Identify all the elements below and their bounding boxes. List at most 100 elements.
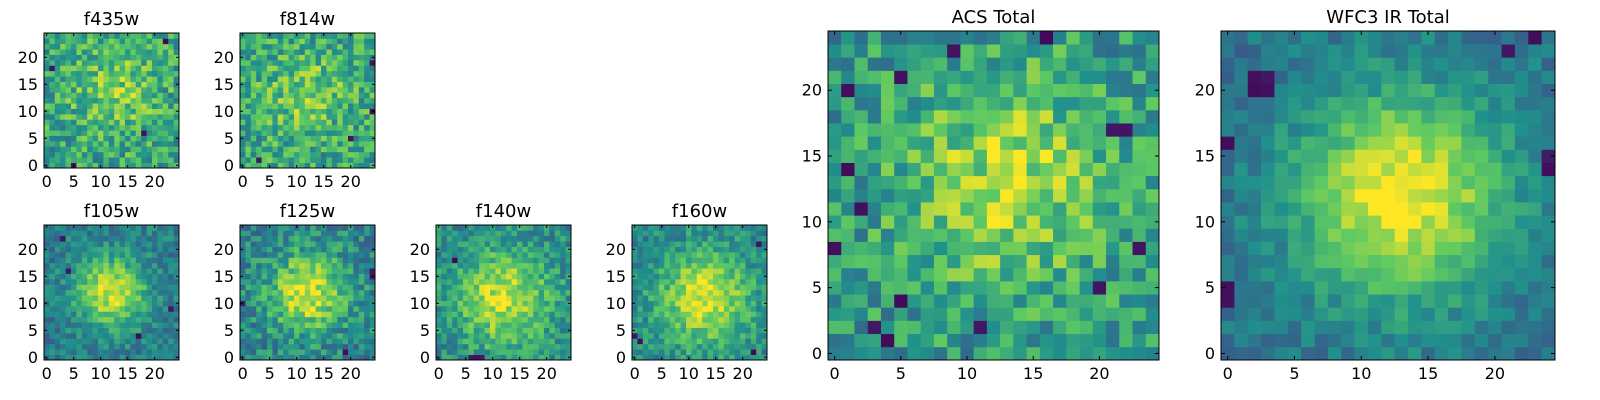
heatmap-cell	[1354, 188, 1369, 203]
heatmap-cell	[463, 322, 469, 328]
heatmap-cell	[103, 306, 110, 312]
heatmap-cell	[1221, 281, 1235, 295]
heatmap-cell	[894, 281, 908, 295]
heatmap-cell	[348, 108, 354, 115]
heatmap-cell	[642, 262, 649, 269]
heatmap-cell	[256, 246, 262, 253]
heatmap-cell	[299, 273, 306, 280]
heatmap-cell	[125, 284, 131, 291]
heatmap-cell	[680, 262, 687, 269]
heatmap-cell	[1053, 83, 1067, 98]
heatmap-cell	[544, 257, 550, 264]
heatmap-cell	[125, 257, 131, 264]
heatmap-cell	[267, 87, 273, 93]
heatmap-cell	[315, 119, 322, 126]
heatmap-cell	[141, 235, 147, 242]
heatmap-cell	[81, 162, 88, 169]
heatmap-cell	[321, 349, 327, 355]
heatmap-cell	[490, 306, 496, 312]
heatmap-cell	[1541, 346, 1556, 361]
heatmap-cell	[54, 65, 61, 72]
heatmap-cell	[756, 306, 762, 312]
heatmap-cell	[87, 343, 93, 350]
heatmap-cell	[146, 333, 153, 339]
heatmap-cell	[146, 108, 153, 115]
heatmap-cell	[114, 279, 120, 285]
heatmap-cell	[103, 333, 110, 339]
heatmap-cell	[240, 343, 246, 350]
heatmap-cell	[506, 289, 512, 296]
heatmap-cell	[446, 327, 453, 334]
heatmap-cell	[277, 60, 284, 66]
heatmap-cell	[81, 349, 88, 355]
heatmap-cell	[880, 96, 895, 111]
heatmap-cell	[272, 322, 279, 328]
heatmap-cell	[436, 338, 442, 345]
heatmap-cell	[468, 349, 475, 355]
heatmap-cell	[125, 295, 131, 301]
heatmap-cell	[1234, 188, 1249, 203]
heatmap-cell	[135, 70, 142, 77]
heatmap-cell	[49, 338, 56, 345]
heatmap-cell	[98, 97, 104, 104]
heatmap-cell	[1221, 162, 1235, 177]
heatmap-cell	[321, 65, 327, 72]
heatmap-cell	[1461, 215, 1476, 229]
heatmap-cell	[342, 54, 349, 61]
heatmap-cell	[348, 81, 354, 88]
heatmap-cell	[152, 279, 158, 285]
heatmap-cell	[152, 311, 158, 318]
heatmap-cell	[1000, 346, 1014, 361]
heatmap-cell	[544, 284, 550, 291]
heatmap-cell	[973, 228, 988, 242]
heatmap-cell	[337, 43, 343, 50]
heatmap-cell	[294, 316, 300, 323]
heatmap-cell	[353, 306, 360, 312]
heatmap-cell	[1461, 267, 1476, 282]
heatmap-cell	[1039, 294, 1054, 308]
heatmap-cell	[125, 146, 131, 153]
heatmap-cell	[315, 33, 322, 39]
heatmap-cell	[1367, 281, 1382, 295]
heatmap-cell	[745, 257, 752, 264]
heatmap-cell	[267, 252, 273, 258]
heatmap-cell	[1341, 267, 1355, 282]
heatmap-cell	[828, 346, 842, 361]
heatmap-cell	[364, 130, 370, 136]
heatmap-cell	[1528, 320, 1542, 335]
heatmap-cell	[828, 294, 842, 308]
heatmap-cell	[304, 333, 311, 339]
heatmap-cell	[103, 268, 110, 274]
heatmap-cell	[337, 65, 343, 72]
x-tick-label: 0	[238, 364, 248, 383]
heatmap-cell	[256, 81, 262, 88]
axes-frame	[827, 30, 1160, 361]
heatmap-cell	[490, 241, 496, 247]
heatmap-cell	[267, 322, 273, 328]
heatmap-cell	[691, 235, 698, 242]
heatmap-cell	[331, 225, 338, 231]
heatmap-cell	[342, 151, 349, 158]
heatmap-cell	[162, 268, 169, 274]
heatmap-cell	[1092, 320, 1107, 335]
heatmap-cell	[135, 241, 142, 247]
heatmap-cell	[337, 306, 343, 312]
heatmap-cell	[1132, 188, 1147, 203]
heatmap-cell	[168, 300, 174, 307]
heatmap-cell	[468, 327, 475, 334]
heatmap-cell	[146, 103, 153, 109]
heatmap-cell	[653, 257, 660, 264]
heatmap-cell	[452, 268, 458, 274]
heatmap-cell	[358, 327, 365, 334]
heatmap-cell	[723, 257, 730, 264]
heatmap-cell	[511, 262, 518, 269]
heatmap-cell	[348, 273, 354, 280]
heatmap-cell	[114, 49, 120, 55]
heatmap-cell	[135, 268, 142, 274]
heatmap-cell	[173, 235, 180, 242]
heatmap-cell	[718, 295, 725, 301]
heatmap-cell	[1528, 188, 1542, 203]
y-tick-label: 20	[18, 48, 38, 67]
heatmap-cell	[250, 279, 257, 285]
